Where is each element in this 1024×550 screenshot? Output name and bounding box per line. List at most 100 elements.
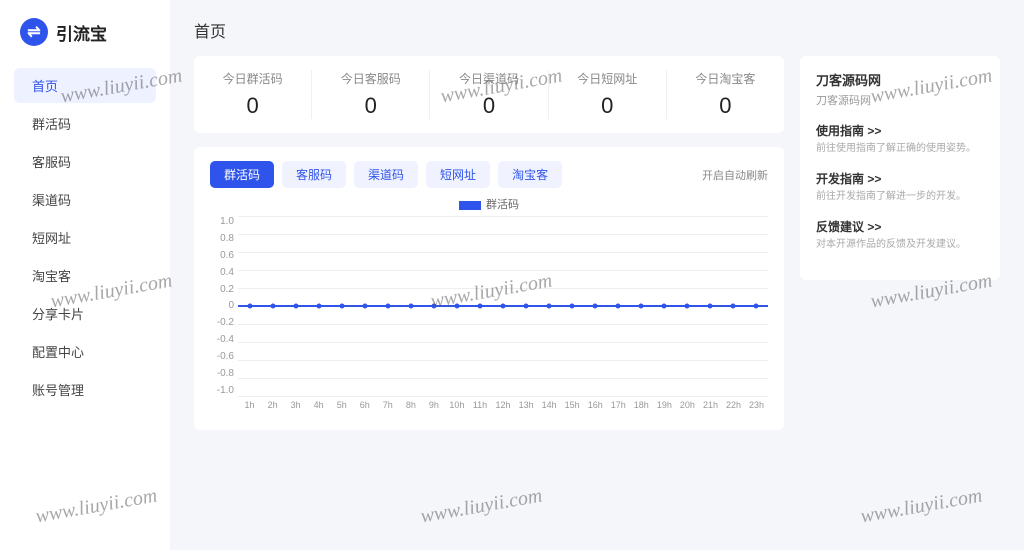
chart-tabs: 群活码客服码渠道码短网址淘宝客 开启自动刷新 — [210, 161, 768, 188]
data-point — [454, 304, 459, 309]
nav-item-2[interactable]: 客服码 — [14, 144, 156, 179]
stat-value: 0 — [549, 93, 666, 119]
x-tick: 10h — [445, 400, 468, 410]
data-point — [408, 304, 413, 309]
nav-item-6[interactable]: 分享卡片 — [14, 296, 156, 331]
y-tick: -0.2 — [210, 317, 234, 328]
x-tick: 9h — [422, 400, 445, 410]
logo-icon: ⇌ — [20, 18, 48, 46]
y-tick: 0 — [210, 300, 234, 311]
stat-1: 今日客服码 0 — [312, 70, 430, 119]
stat-label: 今日短网址 — [549, 70, 666, 87]
x-tick: 14h — [538, 400, 561, 410]
nav-item-1[interactable]: 群活码 — [14, 106, 156, 141]
y-tick: -0.6 — [210, 351, 234, 362]
chart-legend: 群活码 — [210, 196, 768, 212]
x-tick: 6h — [353, 400, 376, 410]
stat-label: 今日渠道码 — [430, 70, 547, 87]
x-tick: 3h — [284, 400, 307, 410]
chart-plot: 1h2h3h4h5h6h7h8h9h10h11h12h13h14h15h16h1… — [238, 216, 768, 416]
x-tick: 4h — [307, 400, 330, 410]
data-point — [316, 304, 321, 309]
nav-item-4[interactable]: 短网址 — [14, 220, 156, 255]
x-tick: 17h — [607, 400, 630, 410]
x-tick: 20h — [676, 400, 699, 410]
stat-4: 今日淘宝客 0 — [667, 70, 784, 119]
x-tick: 22h — [722, 400, 745, 410]
stat-2: 今日渠道码 0 — [430, 70, 548, 119]
x-tick: 16h — [584, 400, 607, 410]
main: 首页 今日群活码0今日客服码0今日渠道码0今日短网址0今日淘宝客0 群活码客服码… — [170, 0, 1024, 550]
stats-card: 今日群活码0今日客服码0今日渠道码0今日短网址0今日淘宝客0 — [194, 56, 784, 133]
x-tick: 2h — [261, 400, 284, 410]
data-point — [731, 304, 736, 309]
side-link-0[interactable]: 使用指南 >> — [816, 122, 984, 139]
stat-value: 0 — [194, 93, 311, 119]
side-link-desc-2: 对本开源作品的反馈及开发建议。 — [816, 238, 984, 252]
y-tick: -1.0 — [210, 385, 234, 396]
y-tick: -0.8 — [210, 368, 234, 379]
stat-label: 今日客服码 — [312, 70, 429, 87]
x-tick: 7h — [376, 400, 399, 410]
chart-card: 群活码客服码渠道码短网址淘宝客 开启自动刷新 群活码 1.00.80.60.40… — [194, 147, 784, 430]
stat-value: 0 — [312, 93, 429, 119]
y-tick: -0.4 — [210, 334, 234, 345]
stat-label: 今日群活码 — [194, 70, 311, 87]
chart-tab-3[interactable]: 短网址 — [426, 161, 490, 188]
data-point — [616, 304, 621, 309]
y-tick: 0.2 — [210, 284, 234, 295]
y-tick: 0.4 — [210, 267, 234, 278]
logo: ⇌ 引流宝 — [0, 18, 170, 46]
x-tick: 13h — [515, 400, 538, 410]
data-point — [362, 304, 367, 309]
x-tick: 1h — [238, 400, 261, 410]
chart-tab-2[interactable]: 渠道码 — [354, 161, 418, 188]
data-point — [547, 304, 552, 309]
x-tick: 15h — [561, 400, 584, 410]
data-point — [247, 304, 252, 309]
chart-tab-1[interactable]: 客服码 — [282, 161, 346, 188]
chart-tab-0[interactable]: 群活码 — [210, 161, 274, 188]
logo-text: 引流宝 — [56, 20, 107, 45]
data-point — [477, 304, 482, 309]
x-tick: 5h — [330, 400, 353, 410]
x-tick: 11h — [468, 400, 491, 410]
chart-grid — [238, 216, 768, 396]
page-title: 首页 — [194, 18, 1000, 42]
y-tick: 0.8 — [210, 233, 234, 244]
chart-tab-4[interactable]: 淘宝客 — [498, 161, 562, 188]
nav-item-5[interactable]: 淘宝客 — [14, 258, 156, 293]
nav-item-7[interactable]: 配置中心 — [14, 334, 156, 369]
data-point — [639, 304, 644, 309]
data-point — [339, 304, 344, 309]
nav-item-8[interactable]: 账号管理 — [14, 372, 156, 407]
data-point — [593, 304, 598, 309]
data-point — [524, 304, 529, 309]
legend-label: 群活码 — [486, 199, 519, 211]
nav-list: 首页群活码客服码渠道码短网址淘宝客分享卡片配置中心账号管理 — [0, 68, 170, 407]
x-tick: 8h — [399, 400, 422, 410]
side-link-desc-1: 前往开发指南了解进一步的开发。 — [816, 190, 984, 204]
stat-value: 0 — [430, 93, 547, 119]
side-link-2[interactable]: 反馈建议 >> — [816, 218, 984, 235]
nav-item-0[interactable]: 首页 — [14, 68, 156, 103]
data-point — [431, 304, 436, 309]
info-subtitle: 刀客源码网 — [816, 92, 984, 108]
stat-value: 0 — [667, 93, 784, 119]
stat-label: 今日淘宝客 — [667, 70, 784, 87]
data-point — [662, 304, 667, 309]
data-point — [501, 304, 506, 309]
x-axis: 1h2h3h4h5h6h7h8h9h10h11h12h13h14h15h16h1… — [238, 400, 768, 410]
x-tick: 18h — [630, 400, 653, 410]
side-link-1[interactable]: 开发指南 >> — [816, 170, 984, 187]
sidebar: ⇌ 引流宝 首页群活码客服码渠道码短网址淘宝客分享卡片配置中心账号管理 — [0, 0, 170, 550]
auto-refresh-toggle[interactable]: 开启自动刷新 — [702, 167, 768, 183]
data-point — [754, 304, 759, 309]
x-tick: 12h — [492, 400, 515, 410]
x-tick: 19h — [653, 400, 676, 410]
stat-3: 今日短网址 0 — [549, 70, 667, 119]
chart-area: 1.00.80.60.40.20-0.2-0.4-0.6-0.8-1.0 1h2… — [210, 216, 768, 416]
x-tick: 21h — [699, 400, 722, 410]
data-point — [570, 304, 575, 309]
nav-item-3[interactable]: 渠道码 — [14, 182, 156, 217]
